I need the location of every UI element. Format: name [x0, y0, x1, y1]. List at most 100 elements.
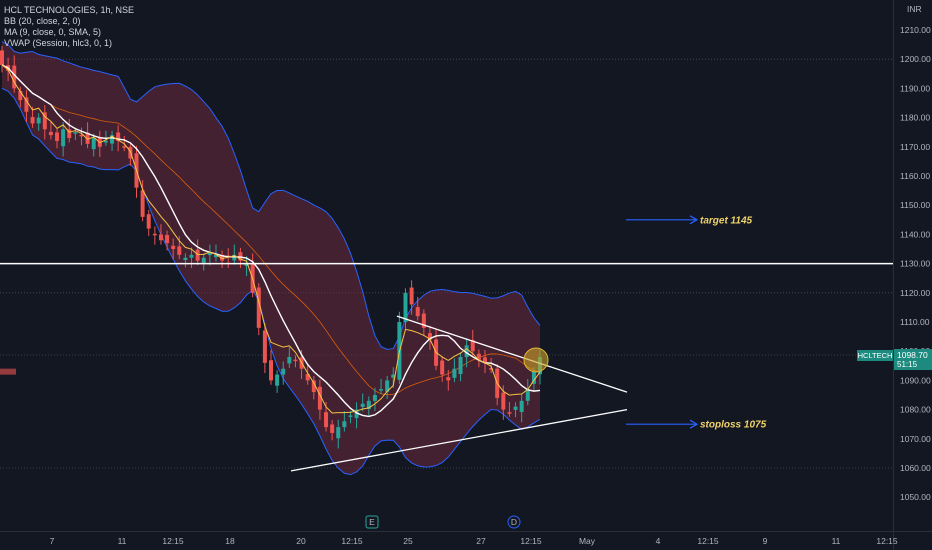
- x-tick-label: 18: [225, 536, 235, 546]
- x-tick-label: 12:15: [876, 536, 898, 546]
- candle-body: [165, 234, 170, 244]
- candle-body: [73, 132, 78, 134]
- candle-body: [525, 389, 530, 401]
- price-value: 1098.70: [897, 350, 928, 360]
- countdown: 51:15: [897, 360, 918, 369]
- y-tick-label: 1070.00: [900, 434, 931, 444]
- candle-body: [220, 254, 225, 261]
- currency-label: INR: [907, 4, 922, 14]
- lower-trendline[interactable]: [290, 408, 628, 472]
- stoploss-label: stoploss 1075: [700, 420, 767, 431]
- candle-body: [427, 333, 432, 340]
- candle-body: [385, 380, 390, 392]
- candle-body: [281, 368, 286, 375]
- candle-body: [531, 371, 536, 384]
- y-tick-label: 1110.00: [900, 317, 930, 327]
- upper-trendline[interactable]: [396, 315, 628, 393]
- y-tick-label: 1190.00: [900, 83, 930, 93]
- dividend-marker[interactable]: D: [507, 515, 521, 529]
- candle-body: [287, 357, 292, 364]
- candle-body: [489, 368, 494, 370]
- earnings-marker[interactable]: E: [365, 515, 379, 529]
- candle-body: [158, 234, 163, 241]
- bb-legend[interactable]: BB (20, close, 2, 0): [4, 16, 81, 26]
- candle-body: [293, 359, 298, 362]
- candle-body: [85, 132, 90, 144]
- ma-legend[interactable]: MA (9, close, 0, SMA, 5): [4, 27, 102, 37]
- symbol-tag-bg: [857, 349, 893, 361]
- candle-body: [348, 415, 353, 417]
- candle-body: [42, 112, 47, 130]
- x-tick-label: 20: [296, 536, 306, 546]
- candle-body: [470, 340, 475, 352]
- dividend-marker-circle: [507, 515, 521, 529]
- candle-body: [409, 287, 414, 305]
- candle-body: [207, 251, 212, 256]
- y-tick-label: 1150.00: [900, 200, 930, 210]
- indicator-legend: HCL TECHNOLOGIES, 1h, NSE BB (20, close,…: [4, 5, 134, 49]
- candle-body: [232, 254, 237, 261]
- y-tick-label: 1050.00: [900, 492, 931, 502]
- candle-body: [201, 257, 206, 264]
- candle-body: [354, 409, 359, 419]
- y-tick-label: 1210.00: [900, 25, 931, 35]
- candle-body: [67, 129, 72, 139]
- candle-body: [12, 65, 17, 89]
- candle-body: [0, 50, 4, 66]
- candle-body: [330, 424, 335, 433]
- x-tick-label: 7: [50, 536, 55, 546]
- breakout-circle[interactable]: [523, 347, 549, 373]
- candle-body: [317, 386, 322, 410]
- candle-body: [452, 368, 457, 378]
- y-tick-label: 1120.00: [900, 288, 930, 298]
- y-tick-label: 1140.00: [900, 229, 930, 239]
- candle-body: [519, 400, 524, 412]
- candle-body: [415, 307, 420, 317]
- candle-body: [18, 91, 23, 101]
- candle-body: [61, 129, 66, 147]
- earnings-marker-label: E: [369, 517, 375, 527]
- candle-body: [440, 360, 445, 375]
- dividend-marker-label: D: [511, 517, 517, 527]
- candle-body: [464, 345, 469, 358]
- candle-body: [122, 146, 127, 148]
- candle-body: [501, 392, 506, 410]
- candle-body: [262, 330, 267, 363]
- x-tick-label: 12:15: [341, 536, 363, 546]
- symbol-title[interactable]: HCL TECHNOLOGIES, 1h, NSE: [4, 5, 135, 15]
- y-tick-label: 1090.00: [900, 375, 931, 385]
- x-tick-label: 4: [656, 536, 661, 546]
- x-tick-label: May: [579, 536, 596, 546]
- y-tick-label: 1180.00: [900, 113, 930, 123]
- candle-body: [305, 373, 310, 381]
- candle-body: [391, 374, 396, 378]
- candle-body: [103, 140, 108, 143]
- candle-body: [24, 97, 29, 112]
- left-marker: [0, 368, 16, 375]
- earnings-marker-box: [365, 515, 379, 529]
- x-tick-label: 27: [476, 536, 486, 546]
- stoploss-arrowhead: [689, 419, 699, 429]
- candle-body: [269, 360, 273, 381]
- x-tick-label: 11: [832, 536, 841, 546]
- candle-body: [372, 395, 377, 401]
- x-tick-label: 12:15: [520, 536, 542, 546]
- candle-body: [360, 403, 365, 407]
- candle-body: [91, 138, 96, 150]
- candle-body: [458, 357, 463, 374]
- vwap-legend[interactable]: VWAP (Session, hlc3, 0, 1): [4, 38, 113, 48]
- candle-body: [311, 380, 316, 393]
- target-arrowhead: [689, 215, 699, 225]
- y-tick-label: 1200.00: [900, 54, 931, 64]
- bb-lower-line: [1, 87, 541, 476]
- candle-body: [476, 353, 481, 360]
- candle-body: [110, 135, 115, 144]
- candle-body: [446, 377, 451, 381]
- bb-basis-line: [1, 64, 541, 396]
- drawings[interactable]: target 1145 stoploss 1075: [0, 215, 893, 472]
- price-tag-bg: [894, 348, 932, 370]
- candle-body: [152, 233, 157, 236]
- candle-body: [140, 190, 145, 217]
